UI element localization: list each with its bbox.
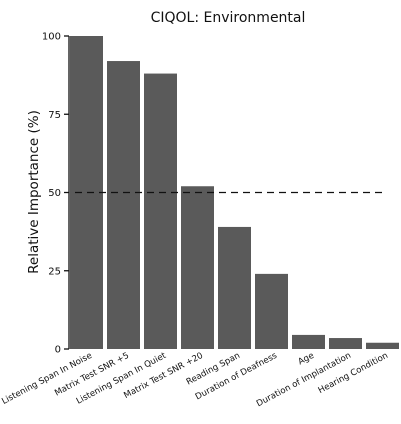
bar-6 xyxy=(255,273,288,349)
y-tick-label-50: 50 xyxy=(48,188,61,199)
bar-2 xyxy=(107,61,140,349)
bar-9 xyxy=(366,342,399,349)
y-axis-label: Relative Importance (%) xyxy=(26,110,42,274)
chart-title: CIQOL: Environmental xyxy=(151,10,306,26)
y-tick-label-25: 25 xyxy=(48,266,61,277)
bar-1 xyxy=(70,36,103,349)
bar-7 xyxy=(292,334,325,349)
x-category-label-7: Age xyxy=(297,351,316,368)
bar-8 xyxy=(329,338,362,349)
y-tick-label-0: 0 xyxy=(55,345,61,356)
y-tick-label-100: 100 xyxy=(42,32,61,43)
bar-4 xyxy=(181,186,214,349)
bar-3 xyxy=(144,73,177,349)
y-tick-label-75: 75 xyxy=(48,110,61,121)
x-category-label-9: Hearing Condition xyxy=(317,351,390,396)
bar-5 xyxy=(218,226,251,349)
y-ticks-group: 0 25 50 75 100 xyxy=(42,32,69,356)
bars-group xyxy=(70,36,399,349)
